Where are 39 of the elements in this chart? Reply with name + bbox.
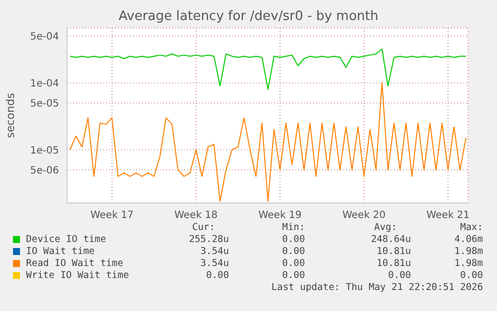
y-tick-label: 5e-04 [30, 32, 59, 43]
x-tick-label: Week 19 [258, 210, 302, 222]
x-tick-label: Week 21 [426, 210, 470, 222]
text: 0.00 [460, 270, 483, 281]
x-tick-label: Week 20 [342, 210, 386, 222]
text: Last update: Thu May 21 22:20:51 2026 [271, 282, 483, 293]
text: 255.28u [188, 234, 229, 245]
legend-label: Read IO Wait time [26, 258, 124, 269]
text: 0.00 [282, 270, 305, 281]
line-series [70, 82, 466, 202]
y-tick-label: 1e-04 [30, 78, 59, 90]
text: 3.54u [200, 246, 229, 257]
text: 4.06m [454, 234, 483, 245]
y-tick-label: 1e-05 [30, 145, 59, 156]
text: 3.54u [200, 258, 229, 269]
legend-label: IO Wait time [26, 246, 95, 257]
text: Cur: [192, 222, 215, 233]
y-tick-label: 5e-06 [30, 165, 59, 176]
x-tick-label: Week 17 [90, 210, 134, 222]
legend-label: Write IO Wait time [26, 270, 129, 281]
text: 0.00 [206, 270, 229, 281]
x-tick-label: Week 18 [174, 210, 218, 222]
text: Max: [460, 222, 483, 233]
text: 10.81u [376, 258, 411, 269]
text: 0.00 [282, 258, 305, 269]
text: 1.98m [454, 258, 483, 269]
text: 248.64u [370, 234, 411, 245]
text: 10.81u [376, 246, 411, 257]
legend-label: Device IO time [26, 234, 106, 245]
chart-title: Average latency for /dev/sr0 - by month [118, 9, 380, 24]
text: 0.00 [388, 270, 411, 281]
text: 0.00 [282, 234, 305, 245]
text: Avg: [374, 222, 397, 233]
text: Min: [282, 222, 305, 233]
y-axis-title: seconds [4, 92, 17, 138]
line-series [70, 48, 466, 90]
text: 1.98m [454, 246, 483, 257]
y-tick-label: 5e-05 [30, 98, 59, 110]
text: 0.00 [282, 246, 305, 257]
